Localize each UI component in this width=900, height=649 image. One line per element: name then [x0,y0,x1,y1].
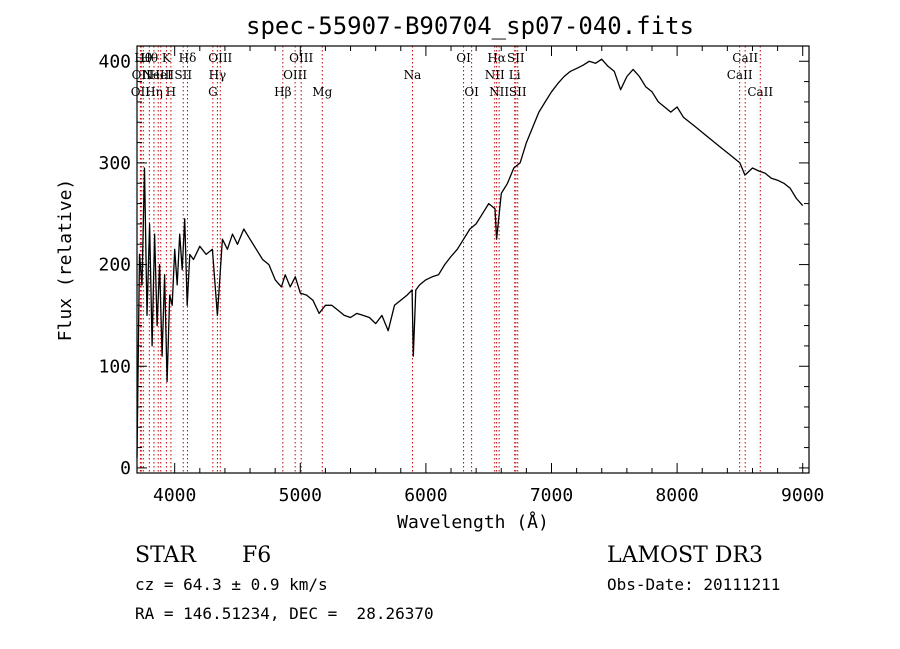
spectral-line-label: OIII [283,68,307,82]
spectral-line-label: Hθ [140,51,158,65]
x-tick-label: 6000 [404,485,447,506]
spectral-line-label: Hα [487,51,506,65]
redshift-label: cz = 64.3 ± 0.9 km/s [135,575,328,594]
spectral-line-label: OIII [208,51,232,65]
spectral-line-label: Mg [312,85,332,99]
x-tick-label: 8000 [655,485,698,506]
spectral-line-label: Hδ [179,51,197,65]
y-tick-label: 400 [98,51,131,72]
classification-label: STAR [135,543,197,568]
spectral-line-label: SII [507,51,525,65]
subclass-label: F6 [242,543,271,568]
y-tick-label: 100 [98,356,131,377]
x-tick-label: 5000 [279,485,322,506]
spectral-line-label: Hη [145,85,163,99]
spectral-line-label: OI [456,51,471,65]
spectral-line-labels: OIIOIIHθHθHηNeIIIHeIKHSIIHδGHγOIIIHβOIII… [131,51,774,99]
spectral-line-label: Hγ [209,68,227,82]
spectral-line-label: G [208,85,218,99]
coordinates-label: RA = 146.51234, DEC = 28.26370 [135,604,434,623]
y-axis-label: Flux (relative) [55,179,76,342]
spectral-line-label: NeIII [142,68,174,82]
spectral-line-label: OII [131,85,151,99]
x-axis-label: Wavelength (Å) [397,511,549,533]
spectral-line-label: K [162,51,172,65]
spectral-line-label: SII [509,85,527,99]
spectral-line-label: NII [485,68,505,82]
y-tick-label: 300 [98,153,131,174]
x-tick-label: 9000 [781,485,824,506]
spectral-line-label: Li [509,68,521,82]
spectral-line-label: HeI [150,68,173,82]
spectral-line-label: CaII [727,68,753,82]
spectral-line-label: H [166,85,176,99]
x-axis-ticks: 4000 5000 6000 7000 8000 9000 [153,46,824,506]
spectral-line-label: CaII [747,85,773,99]
x-tick-label: 4000 [153,485,196,506]
y-tick-label: 200 [98,255,131,276]
spectral-line-label: Hβ [274,85,291,99]
spectral-line-label: OI [464,85,479,99]
plot-frame [136,45,810,474]
spectral-line-label: SII [174,68,192,82]
spectral-line-label: OIII [289,51,313,65]
spectral-line-label: NII [489,85,509,99]
y-tick-label: 0 [120,458,131,479]
chart-title: spec-55907-B90704_sp07-040.fits [246,12,694,40]
survey-label: LAMOST DR3 [607,543,763,568]
spectral-line-label: CaII [732,51,758,65]
spectral-line-label: Na [404,68,422,82]
y-axis-ticks: 0 100 200 300 400 [98,51,809,479]
x-tick-label: 7000 [530,485,573,506]
spectrum-line [136,58,804,458]
obs-date-label: Obs-Date: 20111211 [607,575,780,594]
